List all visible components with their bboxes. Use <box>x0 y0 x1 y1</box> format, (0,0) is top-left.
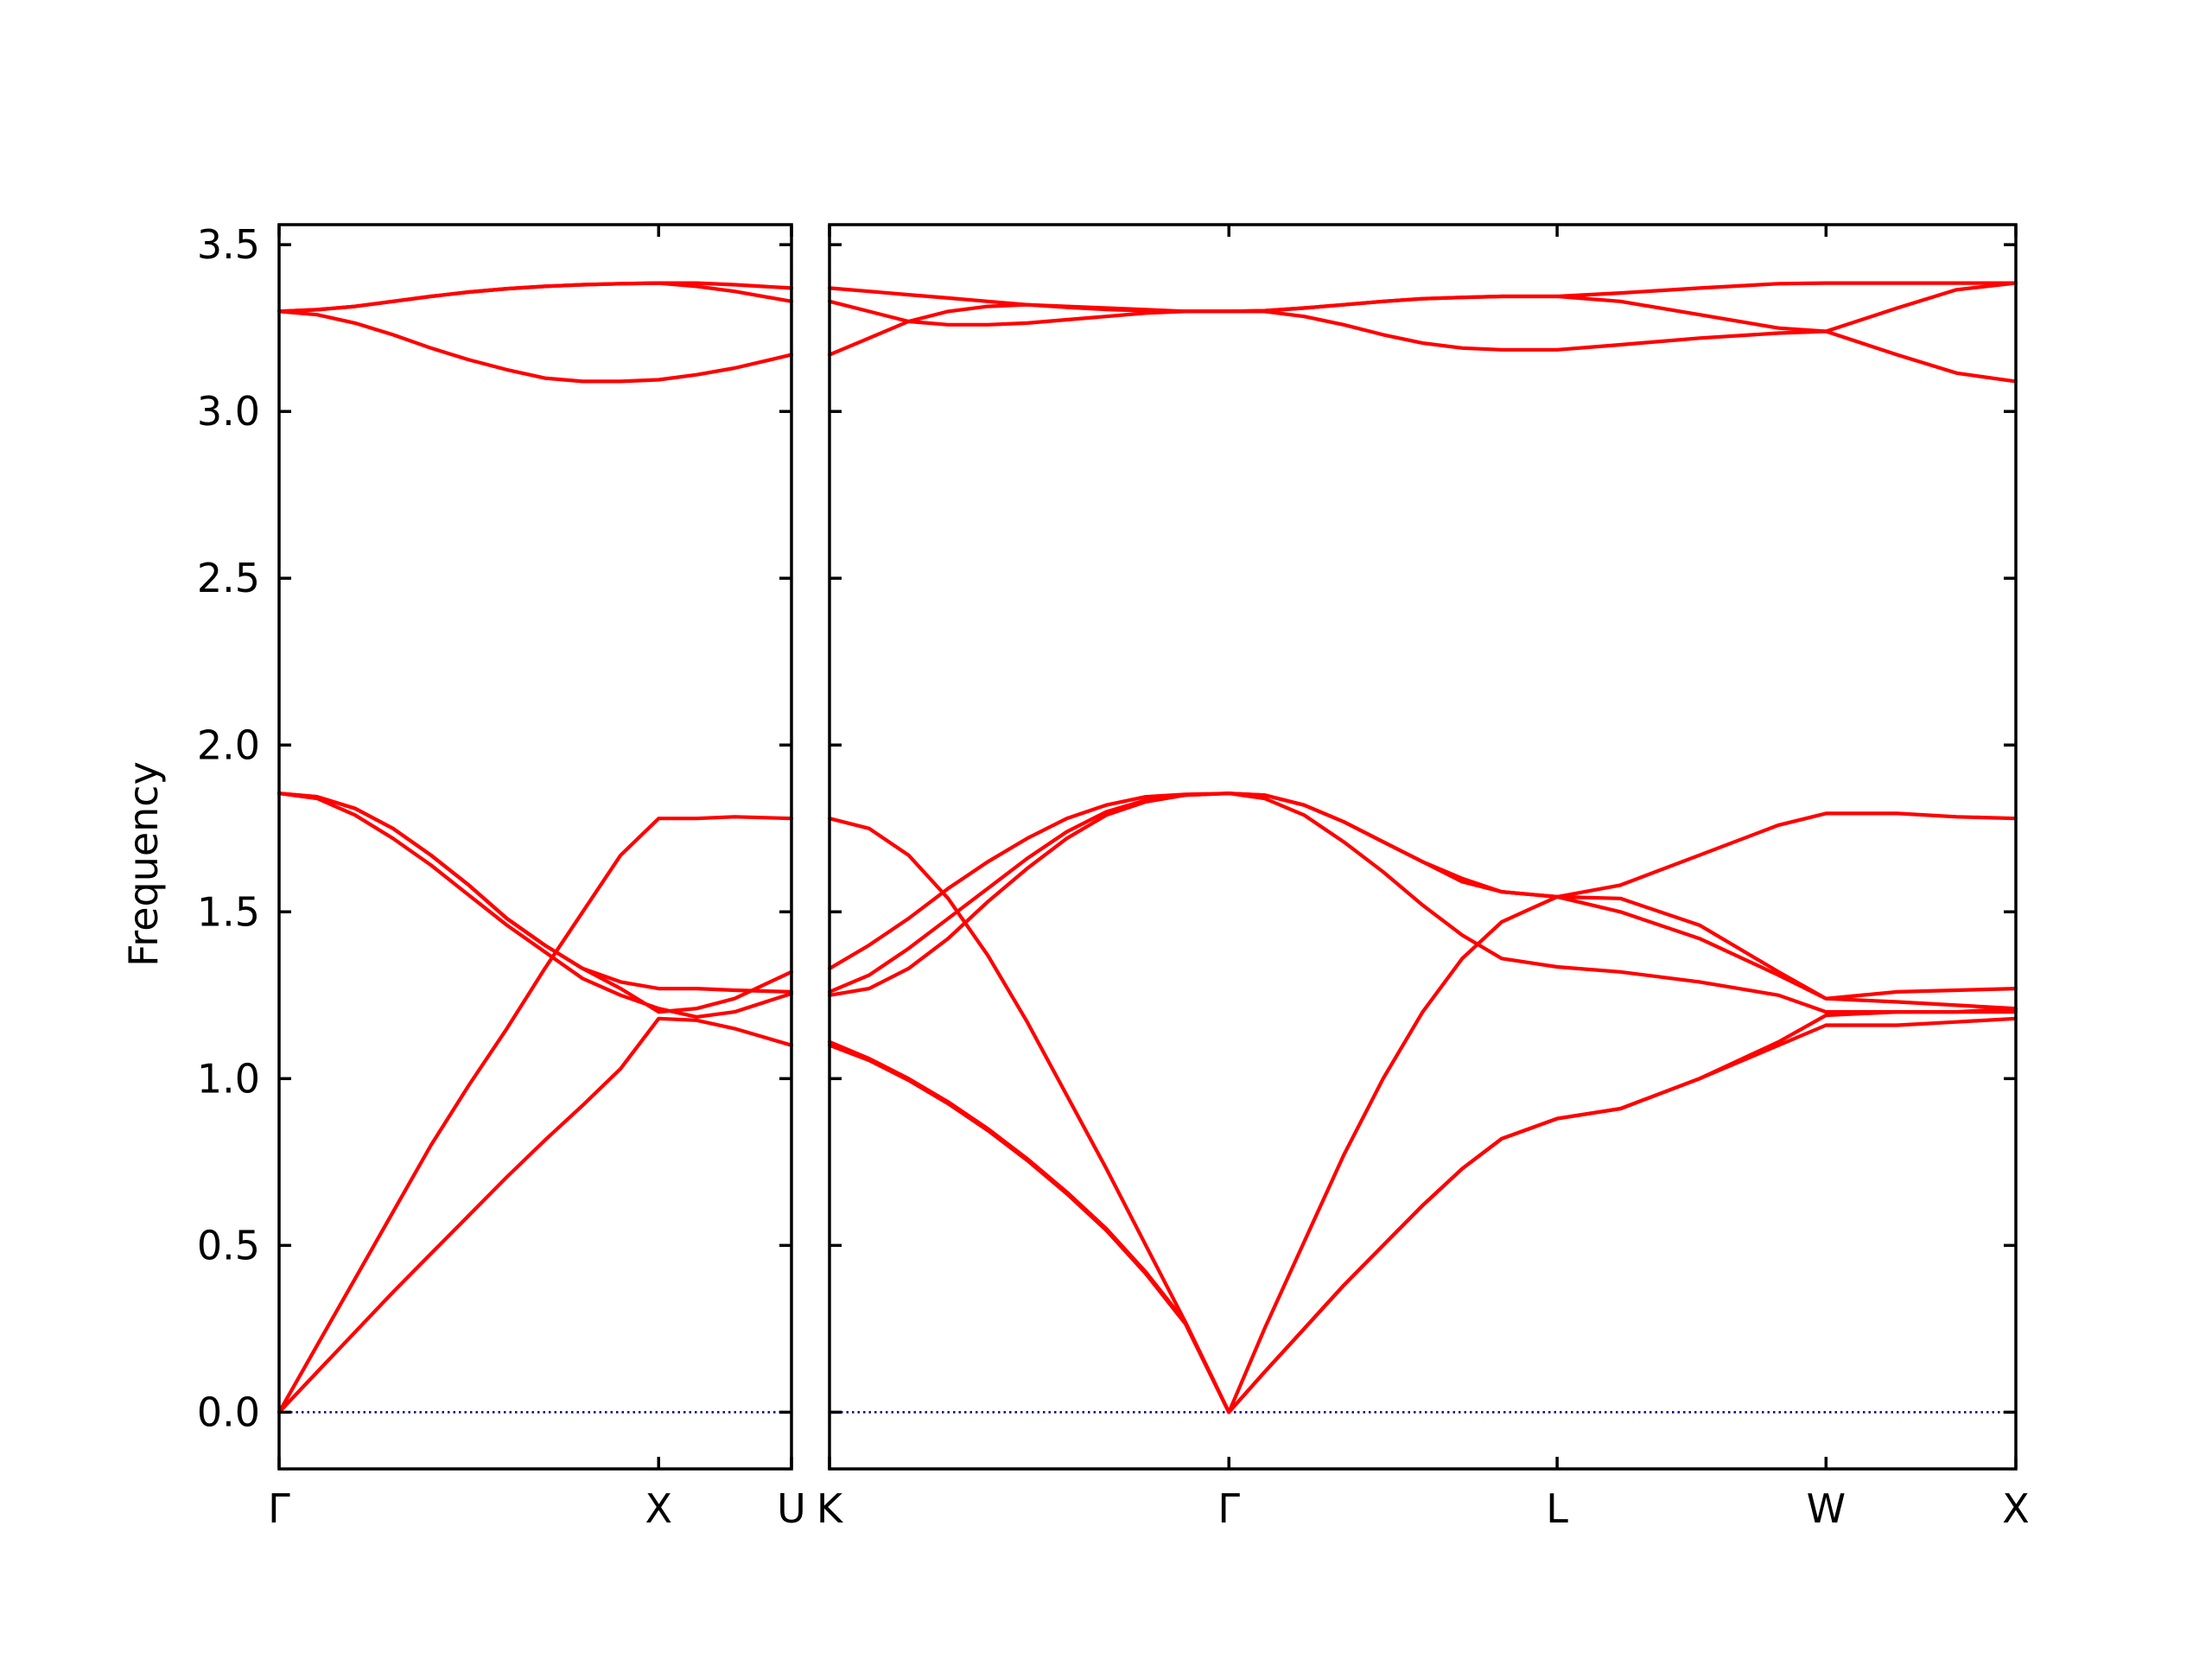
band-2-9 <box>827 281 2018 314</box>
band-1-3 <box>276 791 794 1019</box>
band-1-4 <box>276 791 794 994</box>
band-2-1 <box>827 1016 2018 1414</box>
y-tick-label: 2.0 <box>197 721 260 768</box>
y-tick-label: 3.0 <box>197 388 260 435</box>
panel-1: 0.0 0.5 1.0 1.5 2.0 2.5 3.0 3.5 Γ X U <box>197 221 806 1532</box>
band-1-2 <box>276 815 794 1414</box>
panels-layer: 0.0 0.5 1.0 1.5 2.0 2.5 3.0 3.5 Γ X U K Γ L W X <box>197 221 2030 1532</box>
band-2-3 <box>827 817 2018 1414</box>
x-tick-label: Γ <box>268 1485 290 1532</box>
band-2-5 <box>827 791 2018 1001</box>
band-2-7 <box>827 302 2018 384</box>
band-1-6 <box>276 309 794 384</box>
band-1-5 <box>276 791 794 1014</box>
y-tick-label: 0.0 <box>197 1389 260 1435</box>
panel-frame <box>277 223 793 1471</box>
y-tick-label: 0.5 <box>197 1222 260 1268</box>
band-2-6 <box>827 791 2018 970</box>
band-1-1 <box>276 1016 794 1414</box>
y-tick-label: 2.5 <box>197 555 260 601</box>
band-2-4 <box>827 791 2018 1014</box>
x-tick-label: X <box>645 1485 673 1532</box>
band-2-2 <box>827 1007 2018 1414</box>
y-axis-title: Frequency <box>120 761 167 967</box>
y-tick-label: 1.0 <box>197 1055 260 1102</box>
y-tick-label: 3.5 <box>197 221 260 268</box>
y-tick-label: 1.5 <box>197 888 260 935</box>
x-tick-label: L <box>1546 1485 1568 1532</box>
x-tick-label: K <box>817 1485 844 1532</box>
panel-frame <box>828 223 2018 1471</box>
x-tick-label: Γ <box>1217 1485 1240 1532</box>
x-tick-label: U <box>777 1485 806 1532</box>
band-1-8 <box>276 281 794 314</box>
x-tick-label: X <box>2002 1485 2030 1532</box>
x-tick-label: W <box>1807 1485 1846 1532</box>
